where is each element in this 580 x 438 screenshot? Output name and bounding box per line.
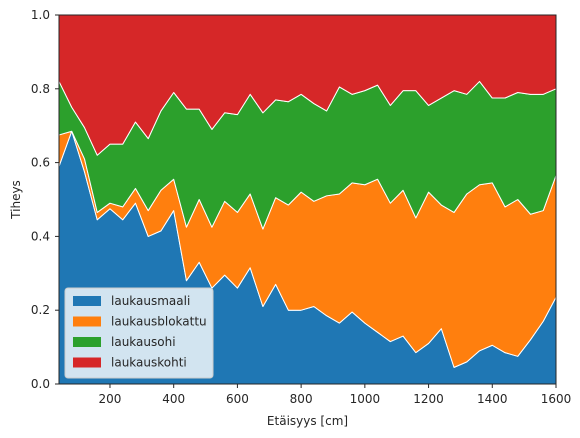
x-tick-label: 1200	[413, 392, 444, 406]
y-tick-label: 1.0	[31, 8, 50, 22]
legend-swatch-laukausblokattu	[73, 316, 101, 327]
legend-label-laukausblokattu: laukausblokattu	[111, 315, 207, 329]
y-tick-label: 0.6	[31, 156, 50, 170]
y-tick-label: 0.2	[31, 303, 50, 317]
x-tick-label: 400	[162, 392, 185, 406]
legend-swatch-laukausmaali	[73, 296, 101, 306]
x-axis-ticks: 200 400 600 800 1000 1200 1400 1600	[99, 384, 572, 406]
legend: laukausmaali laukausblokattu laukausohi lau…	[64, 287, 214, 379]
legend-swatch-laukauskohti	[73, 357, 101, 368]
y-axis-label: Tiheys	[9, 180, 23, 220]
legend-label-laukausmaali: laukausmaali	[111, 294, 190, 308]
legend-label-laukauskohti: laukauskohti	[111, 356, 187, 370]
legend-box	[64, 287, 214, 379]
y-tick-label: 0.4	[31, 229, 50, 243]
x-tick-label: 1400	[477, 392, 508, 406]
x-axis-label: Etäisyys [cm]	[267, 414, 348, 428]
x-tick-label: 1000	[350, 392, 381, 406]
x-tick-label: 200	[99, 392, 122, 406]
y-axis-ticks: 0.0 0.2 0.4 0.6 0.8 1.0	[31, 8, 59, 391]
legend-label-laukausohi: laukausohi	[111, 335, 176, 349]
x-tick-label: 600	[226, 392, 249, 406]
y-tick-label: 0.8	[31, 82, 50, 96]
plot-frame	[58, 14, 557, 385]
y-tick-label: 0.0	[31, 377, 50, 391]
legend-swatch-laukausohi	[73, 337, 101, 347]
x-tick-label: 1600	[541, 392, 572, 406]
x-tick-label: 800	[290, 392, 313, 406]
